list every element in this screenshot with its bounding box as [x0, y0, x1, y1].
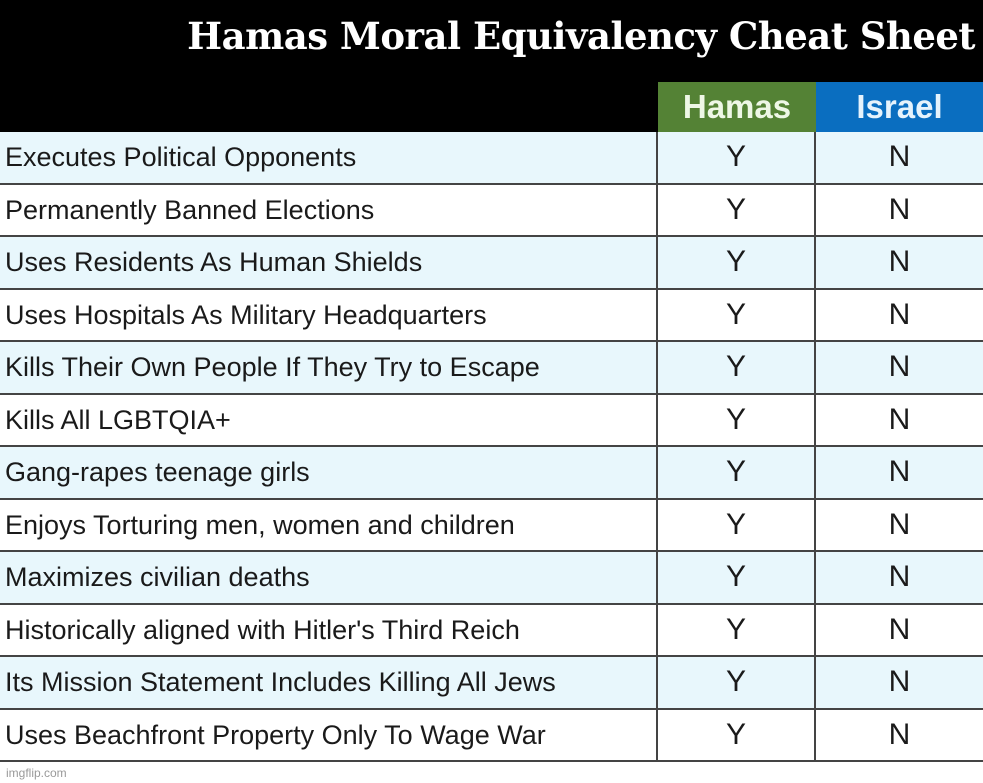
table-row: Uses Residents As Human Shields Y N — [0, 237, 983, 290]
table-row: Its Mission Statement Includes Killing A… — [0, 657, 983, 710]
page-title: Hamas Moral Equivalency Cheat Sheet — [187, 14, 975, 58]
row-label: Maximizes civilian deaths — [0, 552, 658, 603]
hamas-value: Y — [658, 499, 816, 550]
column-header-hamas: Hamas — [658, 82, 816, 132]
israel-value: N — [888, 402, 911, 436]
israel-value: N — [888, 717, 911, 751]
hamas-value: Y — [658, 552, 816, 603]
row-label: Its Mission Statement Includes Killing A… — [0, 657, 658, 708]
israel-value: N — [888, 245, 911, 278]
israel-value: N — [888, 560, 911, 593]
hamas-value: Y — [658, 289, 816, 340]
table-row: Uses Hospitals As Military Headquarters Y… — [0, 289, 983, 342]
hamas-value: Y — [658, 394, 816, 445]
table-row: Uses Beachfront Property Only To Wage Wa… — [0, 709, 983, 762]
row-label: Historically aligned with Hitler's Third… — [0, 604, 658, 655]
israel-value: N — [888, 665, 911, 698]
watermark: imgflip.com — [6, 766, 67, 780]
israel-value: N — [888, 350, 911, 383]
israel-value: N — [888, 297, 911, 331]
table-row: Kills Their Own People If They Try to Es… — [0, 342, 983, 395]
row-label: Kills All LGBTQIA+ — [0, 394, 658, 445]
table-row: Executes Political Opponents Y N — [0, 132, 983, 185]
row-label: Permanently Banned Elections — [0, 184, 658, 235]
israel-value: N — [888, 612, 911, 646]
hamas-value: Y — [658, 709, 816, 760]
hamas-value: Y — [658, 237, 816, 288]
row-label: Enjoys Torturing men, women and children — [0, 499, 658, 550]
row-label: Uses Hospitals As Military Headquarters — [0, 289, 658, 340]
table-row: Enjoys Torturing men, women and children… — [0, 499, 983, 552]
hamas-value: Y — [658, 604, 816, 655]
table-row: Historically aligned with Hitler's Third… — [0, 604, 983, 657]
israel-value: N — [888, 455, 911, 488]
column-header-israel: Israel — [816, 82, 983, 132]
row-label: Gang-rapes teenage girls — [0, 447, 658, 498]
hamas-value: Y — [658, 447, 816, 498]
row-label: Uses Beachfront Property Only To Wage Wa… — [0, 709, 658, 760]
table-row: Gang-rapes teenage girls Y N — [0, 447, 983, 500]
hamas-value: Y — [658, 342, 816, 393]
row-label: Kills Their Own People If They Try to Es… — [0, 342, 658, 393]
comparison-table: Executes Political Opponents Y N Permanentl… — [0, 132, 983, 762]
hamas-value: Y — [658, 132, 816, 183]
hamas-value: Y — [658, 184, 816, 235]
table-row: Maximizes civilian deaths Y N — [0, 552, 983, 605]
israel-value: N — [888, 507, 911, 541]
row-label: Executes Political Opponents — [0, 132, 658, 183]
hamas-value: Y — [658, 657, 816, 708]
israel-value: N — [888, 192, 911, 226]
row-label: Uses Residents As Human Shields — [0, 237, 658, 288]
table-row: Permanently Banned Elections Y N — [0, 184, 983, 237]
israel-value: N — [888, 140, 911, 173]
table-row: Kills All LGBTQIA+ Y N — [0, 394, 983, 447]
